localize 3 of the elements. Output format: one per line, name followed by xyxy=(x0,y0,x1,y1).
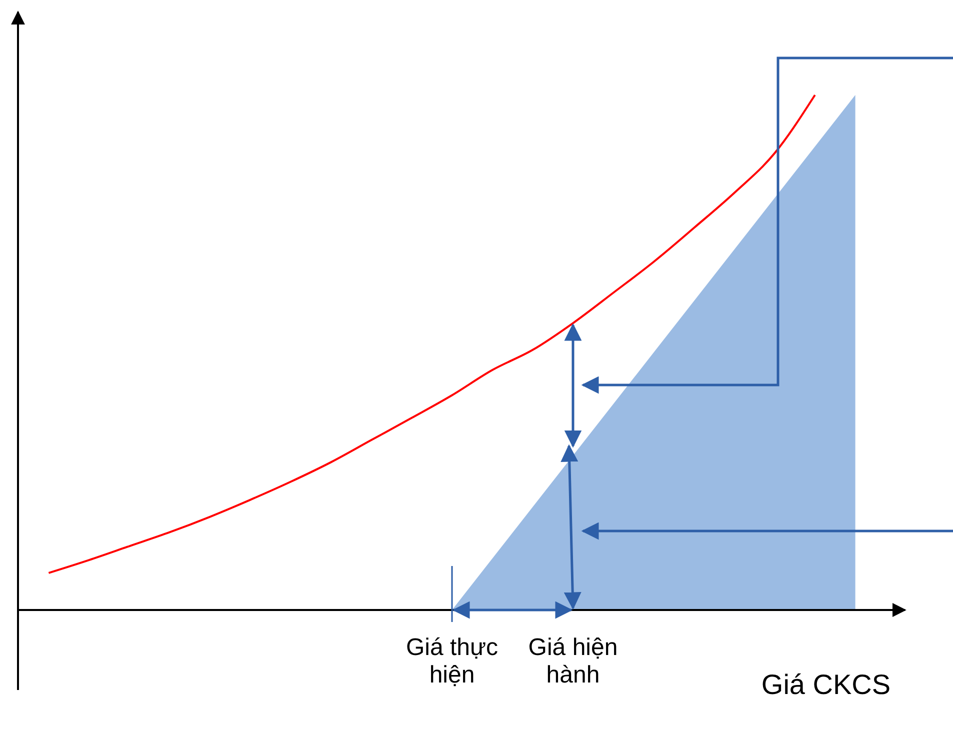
x-tick-label: Giá thực hiện xyxy=(406,634,498,689)
x-tick-label: Giá hiện hành xyxy=(528,634,618,689)
x-axis-title: Giá CKCS xyxy=(761,669,891,700)
